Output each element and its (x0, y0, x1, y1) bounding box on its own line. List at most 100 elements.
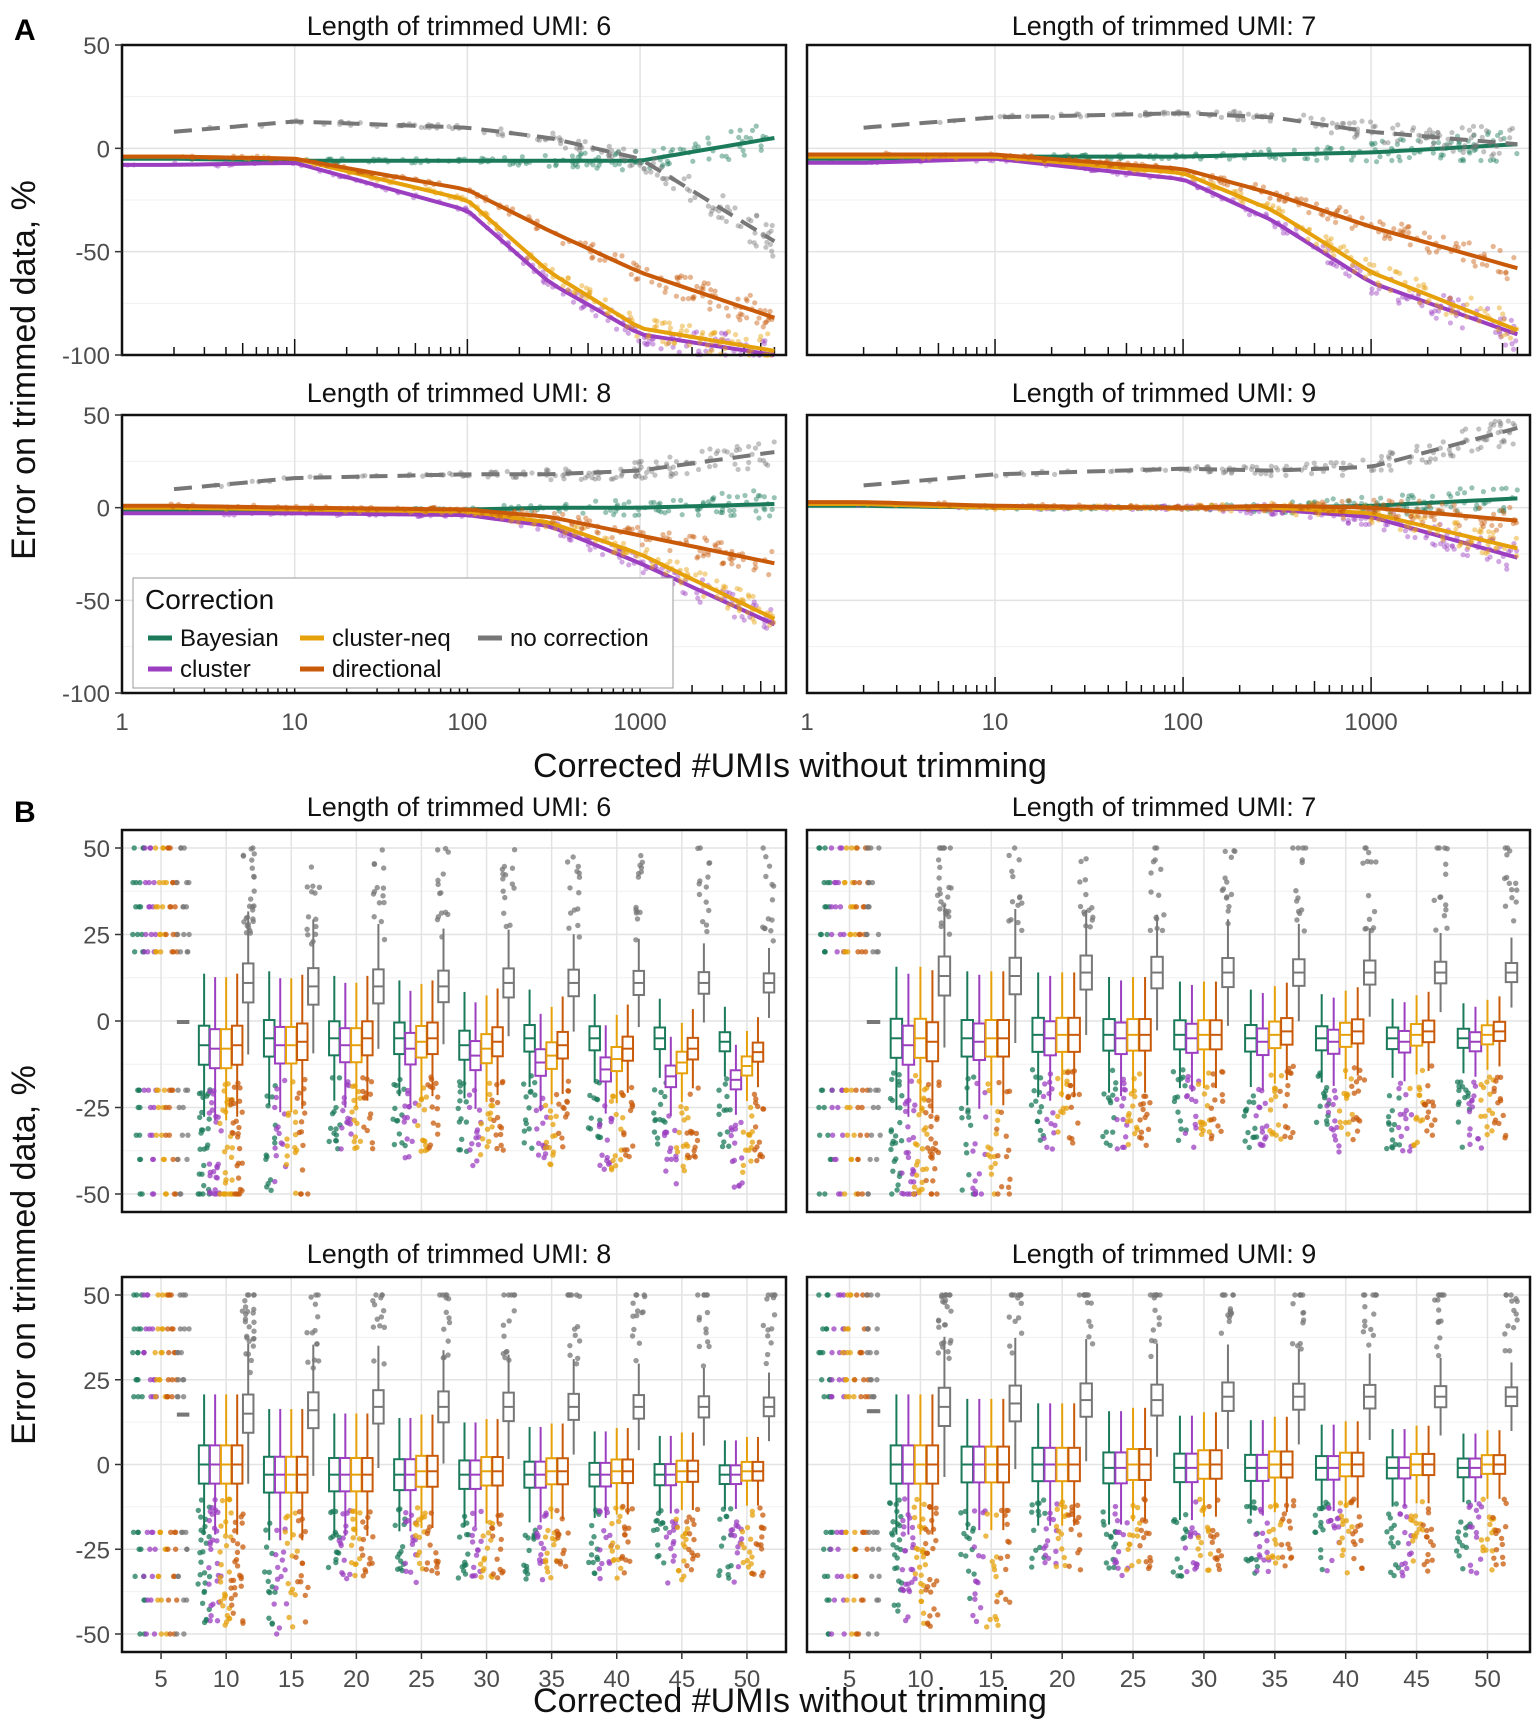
b-point (1038, 1104, 1045, 1110)
a-point (1503, 562, 1510, 568)
a-point (1160, 110, 1166, 116)
b-point (566, 925, 572, 931)
a-point (1302, 155, 1308, 162)
a-point (680, 296, 686, 302)
a-point (707, 446, 713, 452)
a-fit-line (863, 426, 1518, 488)
a-point (1348, 157, 1355, 163)
a-point (1238, 186, 1244, 192)
a-point (1235, 116, 1241, 123)
a-point (768, 228, 774, 234)
b-facet-title-2: Length of trimmed UMI: 7 (1012, 792, 1317, 822)
a-point (1373, 290, 1380, 296)
b-point (760, 845, 766, 851)
a-point (1111, 112, 1117, 118)
a-point (596, 475, 602, 481)
a-point (1509, 341, 1515, 347)
b-point (1484, 1131, 1490, 1138)
b-point (348, 1131, 354, 1137)
b-point (500, 871, 506, 877)
a-point (1240, 199, 1246, 205)
a-point (743, 134, 749, 140)
a-point (1450, 148, 1456, 154)
a-point (621, 512, 627, 518)
a-point (628, 314, 634, 321)
b-point (201, 1162, 207, 1169)
a-point (1486, 129, 1492, 135)
b-point (247, 896, 254, 902)
a-y-tick-label: 0 (97, 136, 110, 163)
b-point (769, 881, 775, 888)
b-point (230, 1120, 236, 1126)
b-point (844, 1087, 850, 1093)
b-point (344, 1119, 350, 1125)
b-point (873, 1087, 879, 1093)
a-point (667, 466, 673, 472)
b-point (484, 1126, 491, 1133)
a-point (1192, 465, 1198, 471)
a-point (1330, 261, 1337, 268)
b-point (996, 1079, 1002, 1086)
b-point (201, 1182, 207, 1189)
a-point (1474, 142, 1480, 148)
a-point (643, 342, 650, 348)
b-point (1144, 1111, 1150, 1118)
b-point (1345, 1131, 1351, 1137)
b-point (268, 1187, 274, 1193)
a-point (1314, 146, 1320, 152)
a-point (663, 285, 669, 291)
b-point (220, 1191, 226, 1197)
a-point (612, 252, 618, 258)
a-point (666, 320, 672, 326)
b-point (1396, 1085, 1402, 1092)
a-point (753, 212, 760, 218)
b-point (436, 890, 443, 897)
a-point (1509, 125, 1516, 132)
a-point (746, 459, 752, 466)
b-point (1397, 1080, 1404, 1087)
a-point (1021, 472, 1027, 478)
a-point (1409, 127, 1416, 134)
a-point (1497, 316, 1504, 322)
a-y-tick-label: -100 (62, 343, 110, 370)
b-point (859, 1104, 865, 1111)
a-point (1498, 334, 1504, 340)
a-point (1480, 489, 1487, 495)
b-point (136, 904, 142, 910)
a-point (1400, 137, 1406, 143)
b-point (1419, 1117, 1426, 1123)
a-point (645, 334, 651, 340)
b-point (658, 1089, 664, 1095)
a-point (1485, 305, 1491, 312)
a-point (1459, 325, 1465, 331)
b-point (875, 931, 882, 938)
a-x-tick-label: 10 (982, 709, 1009, 736)
a-point (751, 599, 757, 605)
a-point (1397, 270, 1403, 276)
a-point (1499, 486, 1505, 492)
b-point (542, 1102, 549, 1109)
a-point (609, 153, 615, 159)
b-point (853, 904, 860, 910)
b-point (685, 1143, 691, 1149)
a-series-no-correction (863, 108, 1518, 159)
a-point (570, 299, 577, 305)
a-point (1435, 129, 1441, 135)
b-point (927, 1149, 933, 1155)
a-point (1226, 156, 1233, 162)
a-point (1484, 262, 1490, 269)
a-point (721, 583, 727, 589)
b-point (668, 1156, 675, 1163)
b-point (381, 936, 388, 943)
a-point (750, 616, 756, 622)
a-point (714, 578, 720, 584)
a-point (621, 552, 627, 558)
b-point (434, 1131, 441, 1137)
a-point (686, 322, 693, 329)
a-point (1511, 346, 1517, 352)
b-point (916, 1189, 922, 1196)
b-point (866, 879, 872, 886)
b-point (726, 1143, 732, 1149)
b-point (937, 864, 943, 871)
b-point (229, 1177, 235, 1183)
